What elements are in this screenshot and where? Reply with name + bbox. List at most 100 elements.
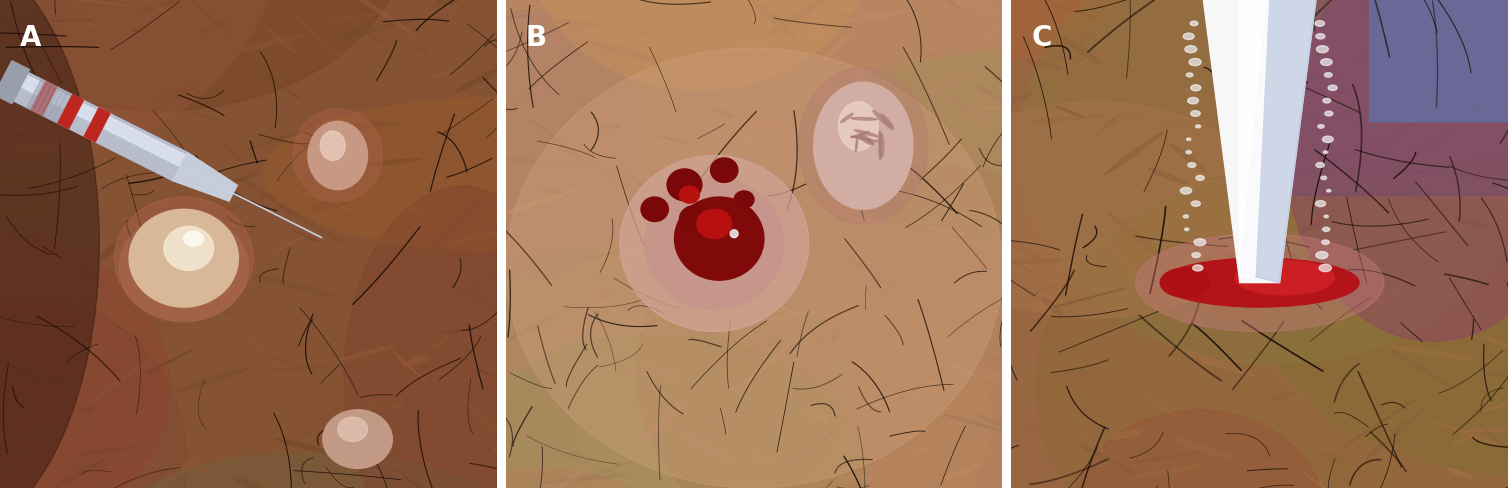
Ellipse shape <box>774 487 822 488</box>
Ellipse shape <box>1104 132 1164 175</box>
Ellipse shape <box>1134 465 1200 478</box>
Ellipse shape <box>481 375 547 431</box>
Ellipse shape <box>1324 152 1327 154</box>
Ellipse shape <box>498 20 552 54</box>
Ellipse shape <box>1491 373 1508 377</box>
Ellipse shape <box>644 226 667 248</box>
Ellipse shape <box>1464 428 1508 432</box>
Ellipse shape <box>534 230 618 237</box>
Ellipse shape <box>1458 0 1508 21</box>
Ellipse shape <box>584 291 650 335</box>
Ellipse shape <box>1323 228 1330 232</box>
Ellipse shape <box>1042 183 1066 194</box>
Ellipse shape <box>997 314 1007 320</box>
Ellipse shape <box>1265 106 1313 152</box>
Bar <box>32 82 50 112</box>
Ellipse shape <box>1099 446 1123 461</box>
Ellipse shape <box>881 115 893 129</box>
Ellipse shape <box>546 260 575 264</box>
Ellipse shape <box>636 165 1191 488</box>
Ellipse shape <box>0 0 75 151</box>
Ellipse shape <box>1448 468 1472 479</box>
Ellipse shape <box>74 421 97 428</box>
Ellipse shape <box>333 22 412 40</box>
Ellipse shape <box>920 41 980 60</box>
Ellipse shape <box>912 382 938 397</box>
Ellipse shape <box>267 167 311 179</box>
Ellipse shape <box>894 363 918 380</box>
Ellipse shape <box>250 340 293 377</box>
Ellipse shape <box>1368 171 1440 175</box>
Ellipse shape <box>674 198 765 281</box>
Ellipse shape <box>1063 371 1102 376</box>
Ellipse shape <box>253 352 321 372</box>
Ellipse shape <box>796 380 837 382</box>
Ellipse shape <box>478 369 525 386</box>
Ellipse shape <box>528 399 614 406</box>
Ellipse shape <box>1380 422 1395 426</box>
Ellipse shape <box>635 370 682 378</box>
Ellipse shape <box>1173 438 1235 459</box>
Ellipse shape <box>1360 462 1381 480</box>
Ellipse shape <box>238 35 305 52</box>
Ellipse shape <box>584 461 635 479</box>
Ellipse shape <box>1476 399 1508 413</box>
Ellipse shape <box>1324 74 1332 78</box>
Ellipse shape <box>133 455 201 488</box>
Ellipse shape <box>404 477 452 488</box>
Ellipse shape <box>89 363 127 373</box>
Ellipse shape <box>1179 350 1255 377</box>
Ellipse shape <box>899 389 911 395</box>
Ellipse shape <box>1191 111 1200 117</box>
Ellipse shape <box>841 12 905 23</box>
Bar <box>12 72 185 167</box>
Ellipse shape <box>930 227 965 236</box>
Ellipse shape <box>710 159 737 183</box>
Ellipse shape <box>1191 85 1200 92</box>
Ellipse shape <box>814 83 912 210</box>
Ellipse shape <box>9 225 80 239</box>
Ellipse shape <box>1181 188 1191 195</box>
Ellipse shape <box>78 447 137 455</box>
Ellipse shape <box>1188 98 1199 104</box>
Ellipse shape <box>1191 202 1200 207</box>
Ellipse shape <box>879 134 884 158</box>
Ellipse shape <box>1221 108 1273 147</box>
Ellipse shape <box>1318 125 1324 129</box>
Ellipse shape <box>505 49 1003 488</box>
Ellipse shape <box>873 111 893 130</box>
Ellipse shape <box>864 222 911 231</box>
Ellipse shape <box>765 351 826 386</box>
Ellipse shape <box>1160 259 1359 307</box>
Bar <box>0 61 30 104</box>
Ellipse shape <box>851 118 878 121</box>
Ellipse shape <box>965 47 1016 55</box>
Ellipse shape <box>1454 43 1475 52</box>
Ellipse shape <box>1194 361 1241 365</box>
Ellipse shape <box>1196 176 1205 181</box>
Ellipse shape <box>1194 239 1206 246</box>
Ellipse shape <box>840 476 873 481</box>
Ellipse shape <box>1190 22 1197 27</box>
Ellipse shape <box>45 459 104 488</box>
Ellipse shape <box>50 240 92 250</box>
Ellipse shape <box>909 448 927 456</box>
Ellipse shape <box>851 132 870 138</box>
Circle shape <box>730 230 737 238</box>
Ellipse shape <box>350 463 407 473</box>
Ellipse shape <box>1182 121 1202 139</box>
Ellipse shape <box>323 469 382 488</box>
Ellipse shape <box>1395 180 1430 207</box>
Ellipse shape <box>445 0 516 14</box>
Ellipse shape <box>1021 231 1098 269</box>
Ellipse shape <box>698 320 771 335</box>
Ellipse shape <box>1270 76 1323 81</box>
Ellipse shape <box>1134 387 1178 418</box>
Ellipse shape <box>84 357 155 406</box>
Ellipse shape <box>939 0 961 12</box>
Ellipse shape <box>1277 248 1333 281</box>
Ellipse shape <box>707 281 760 301</box>
Ellipse shape <box>1095 113 1122 137</box>
Ellipse shape <box>240 179 297 216</box>
Ellipse shape <box>463 92 507 131</box>
